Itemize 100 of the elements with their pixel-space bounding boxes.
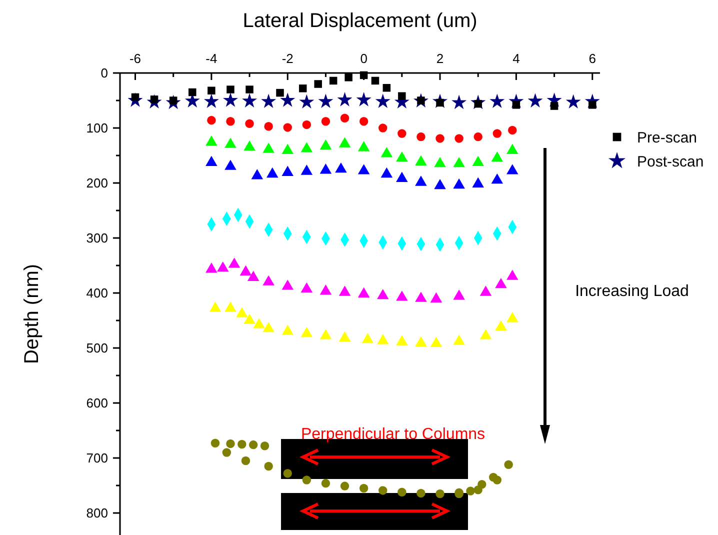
point [283,123,292,132]
point [264,122,273,131]
annotation: Increasing Load [575,283,689,300]
point [396,172,408,182]
point [340,482,350,490]
point [472,177,484,188]
point [247,270,260,281]
point [375,94,390,108]
point [356,92,372,106]
point [382,84,391,92]
point [416,488,426,498]
point [238,440,246,449]
point [434,178,446,190]
point [588,101,596,109]
point [246,86,254,94]
point [320,284,332,295]
point [300,282,313,293]
point [208,86,216,94]
point [550,102,558,110]
point [504,460,513,469]
point [262,322,274,332]
point [430,292,442,302]
point [320,139,332,150]
point [329,76,338,85]
point [344,74,352,82]
point [398,129,406,138]
point [299,94,314,109]
point [224,302,236,312]
point [430,336,442,347]
point [436,489,444,498]
point [216,261,229,272]
point [226,117,235,126]
point [474,486,482,494]
point [371,76,380,85]
point [378,486,388,495]
y-tick-label: 600 [86,396,108,410]
point [300,142,313,152]
x-tick-label: -4 [206,51,218,66]
point [282,324,294,335]
point [362,332,374,344]
point [506,144,518,154]
point [226,86,234,94]
point [490,94,505,108]
point [260,442,270,450]
x-tick-label: -6 [129,51,142,66]
point [396,290,408,301]
x-tick-label: 0 [360,51,368,66]
point [358,141,370,152]
point [320,164,332,174]
point [226,439,235,448]
point [320,329,332,340]
point [452,94,467,110]
point [335,162,347,173]
point [380,147,393,158]
point [492,129,502,138]
y-tick-label: 700 [86,450,108,466]
point [398,488,406,496]
point [282,280,294,290]
point [528,93,543,108]
point [358,287,370,298]
point [454,134,464,143]
point [222,448,232,457]
point [244,140,256,151]
point [415,336,427,346]
point [224,160,236,170]
point [248,440,258,450]
x-tick-label: 6 [588,51,596,66]
point [415,155,427,166]
point [321,117,330,126]
point [491,151,504,162]
point [314,80,322,88]
point [245,119,254,128]
point [206,156,218,166]
point [204,94,219,108]
point [253,318,265,328]
point [244,314,256,324]
point [480,286,492,296]
point [359,117,368,126]
point [206,136,218,146]
point [266,167,278,178]
point [466,486,475,496]
point [206,262,218,273]
y-tick-label: 0 [100,66,108,80]
x-tick-label: 4 [512,51,520,66]
point [453,290,465,300]
y-tick-label: 500 [86,340,108,356]
point [337,92,352,106]
legend-label: Post-scan [637,154,704,170]
point [376,334,389,344]
point [282,144,294,154]
point [380,167,393,178]
point [338,137,351,148]
point [240,265,252,276]
x-tick-label: -2 [282,51,294,66]
point [378,124,388,132]
point [358,164,370,174]
point [506,270,518,280]
point [228,258,240,268]
point [242,93,258,108]
point [415,292,427,302]
